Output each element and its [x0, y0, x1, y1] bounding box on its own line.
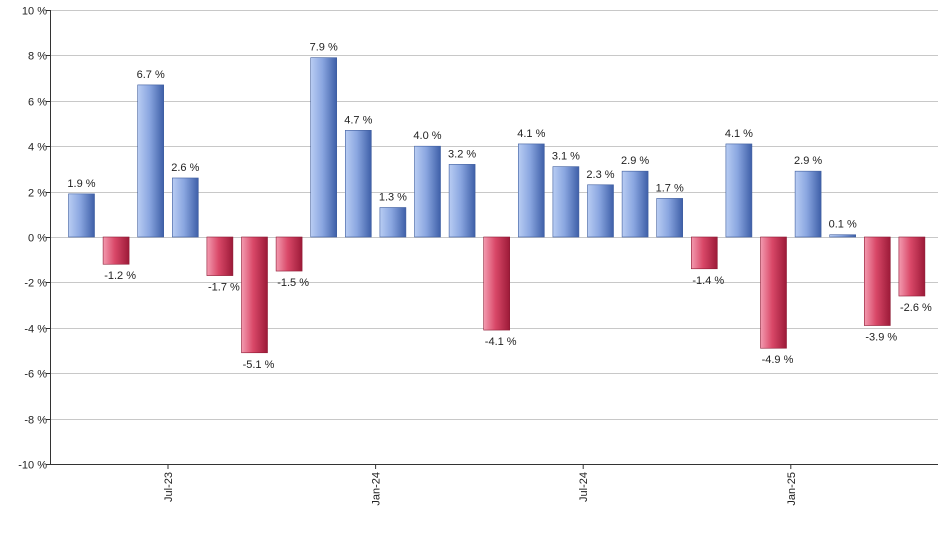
data-label: -5.1 %	[243, 359, 275, 371]
bar	[448, 164, 476, 238]
bars	[68, 57, 926, 354]
data-label: 2.3 %	[586, 169, 614, 181]
data-label: -4.9 %	[762, 354, 794, 366]
data-label: 6.7 %	[137, 69, 165, 81]
bar	[68, 193, 95, 238]
bar	[863, 236, 891, 326]
x-tick-label: Jul-24	[578, 472, 590, 502]
data-label: 2.6 %	[171, 162, 199, 174]
bar	[690, 236, 718, 270]
y-tick-label: 6 %	[28, 97, 47, 109]
bar	[517, 143, 545, 238]
y-tick-label: 8 %	[28, 51, 47, 63]
bar	[483, 236, 511, 331]
bar	[275, 236, 303, 272]
data-labels: 1.9 % -1.2 % 6.7 % 2.6 % -1.7 % -5.1 % -1.5 % 7…	[67, 42, 932, 371]
data-label: 4.1 %	[517, 128, 545, 140]
axes: 10 % 8 % 6 % 4 % 2 % 0 % -2 % -4 % -6 % -8 % -10 %…	[18, 6, 938, 506]
bar	[414, 145, 441, 238]
data-label: -1.7 %	[208, 282, 240, 294]
data-label: 4.7 %	[344, 114, 372, 126]
data-label: 4.0 %	[413, 130, 441, 142]
y-tick-label: -2 %	[24, 278, 47, 290]
y-tick-label: -8 %	[24, 415, 47, 427]
bar	[794, 170, 822, 238]
bar	[379, 207, 407, 238]
bar	[206, 236, 234, 276]
bar	[137, 84, 164, 238]
y-tick-label: 4 %	[28, 142, 47, 154]
x-tick-label: Jul-23	[163, 472, 175, 502]
data-label: 3.1 %	[552, 151, 580, 163]
bar	[829, 234, 857, 238]
y-tick-label: 0 %	[28, 233, 47, 245]
x-tick-label: Jan-24	[371, 472, 383, 506]
data-label: -1.4 %	[692, 275, 724, 287]
bar	[621, 170, 649, 238]
y-tick-label: -6 %	[24, 369, 47, 381]
bar	[172, 177, 199, 238]
data-label: 0.1 %	[829, 219, 857, 231]
x-tick-label: Jan-25	[786, 472, 798, 506]
data-label: -4.1 %	[485, 336, 517, 348]
data-label: -3.9 %	[865, 332, 897, 344]
data-label: -2.6 %	[900, 302, 932, 314]
y-tick-label: 10 %	[22, 6, 47, 18]
bar	[344, 130, 372, 238]
y-tick-label: -4 %	[24, 324, 47, 336]
data-label: 4.1 %	[725, 128, 753, 140]
bar	[725, 143, 753, 238]
bar	[760, 236, 787, 349]
data-label: -1.2 %	[104, 270, 136, 282]
data-label: 2.9 %	[794, 155, 822, 167]
data-label: 2.9 %	[621, 155, 649, 167]
bar	[102, 236, 130, 265]
y-tick-label: -10 %	[18, 460, 47, 472]
bar	[241, 236, 268, 354]
bar	[310, 57, 338, 238]
y-tick-label: 2 %	[28, 188, 47, 200]
data-label: 1.3 %	[379, 191, 407, 203]
bar	[587, 184, 614, 238]
data-label: -1.5 %	[277, 277, 309, 289]
data-label: 1.7 %	[656, 182, 684, 194]
data-label: 1.9 %	[67, 178, 95, 190]
bar	[656, 198, 684, 238]
bar	[898, 236, 926, 297]
bar	[552, 166, 580, 238]
data-label: 3.2 %	[448, 148, 476, 160]
data-label: 7.9 %	[310, 42, 338, 54]
